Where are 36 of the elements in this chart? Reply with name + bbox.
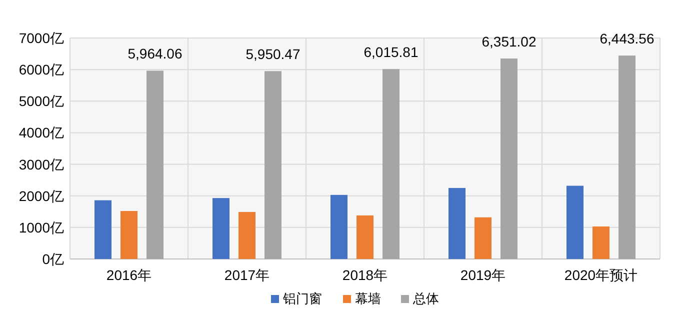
y-tick-label: 0亿	[42, 251, 64, 267]
y-tick-label: 6000亿	[18, 62, 64, 78]
x-tick-label: 2016年	[106, 267, 152, 283]
bar	[120, 211, 138, 259]
bar	[448, 188, 466, 259]
bar	[382, 69, 400, 259]
data-label: 5,950.47	[246, 46, 300, 62]
y-tick-label: 1000亿	[18, 219, 64, 236]
data-label: 6,015.81	[364, 44, 418, 60]
bar	[474, 217, 492, 259]
data-label: 6,351.02	[482, 33, 536, 50]
bar	[500, 58, 518, 259]
y-tick-label: 5000亿	[18, 93, 64, 110]
x-tick-label: 2020年预计	[564, 267, 638, 283]
bar	[618, 56, 636, 259]
legend-label: 幕墙	[355, 291, 381, 306]
y-tick-label: 2000亿	[18, 188, 64, 204]
x-tick-label: 2018年	[342, 267, 388, 283]
bar	[592, 226, 610, 259]
x-tick-label: 2019年	[460, 267, 506, 283]
bar	[264, 71, 282, 259]
y-tick-label: 3000亿	[18, 156, 64, 172]
bar	[146, 70, 164, 259]
bar	[238, 212, 256, 259]
x-tick-label: 2017年	[224, 267, 270, 283]
y-tick-label: 7000亿	[18, 30, 64, 46]
bar	[330, 194, 348, 259]
legend-label: 铝门窗	[282, 291, 322, 306]
bar	[212, 198, 230, 259]
y-tick-label: 4000亿	[18, 124, 64, 141]
data-label: 5,964.06	[128, 46, 182, 62]
bar	[566, 186, 584, 259]
bar	[356, 215, 374, 259]
bar	[94, 200, 112, 259]
data-label: 6,443.56	[600, 30, 654, 47]
legend-label: 总体	[412, 291, 439, 306]
